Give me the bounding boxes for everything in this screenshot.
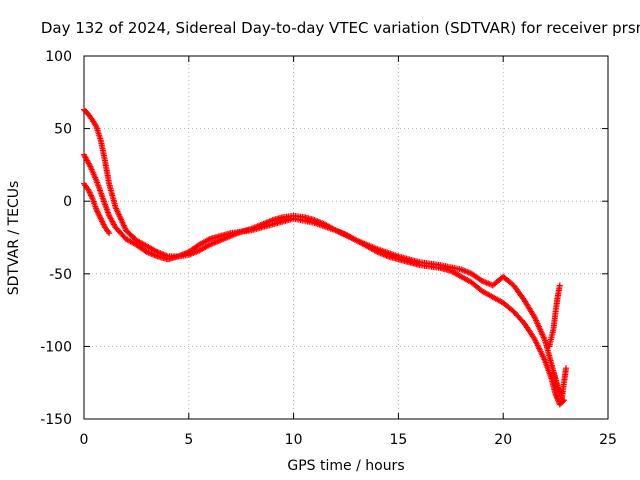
y-tick-label: -50 <box>49 267 72 283</box>
y-tick-label: -100 <box>40 339 72 355</box>
chart-title: Day 132 of 2024, Sidereal Day-to-day VTE… <box>41 19 640 37</box>
x-tick-label: 0 <box>80 432 89 448</box>
y-tick-label: 50 <box>54 122 72 138</box>
data-point <box>563 365 570 372</box>
series-track-late-spike <box>546 282 563 350</box>
axis-ticks <box>83 55 609 420</box>
x-tick-label: 10 <box>285 432 303 448</box>
series-track-end-cluster <box>550 365 570 402</box>
x-tick-label: 20 <box>494 432 512 448</box>
data-point <box>556 282 563 289</box>
data-point <box>106 230 113 237</box>
x-tick-label: 25 <box>599 432 617 448</box>
x-tick-label: 15 <box>389 432 407 448</box>
x-tick-label: 5 <box>184 432 193 448</box>
grid-lines <box>84 56 608 419</box>
y-tick-label: 0 <box>63 194 72 210</box>
data-series <box>81 106 570 408</box>
series-track-low-start <box>81 180 113 237</box>
x-axis-label: GPS time / hours <box>287 458 404 474</box>
y-axis-label: SDTVAR / TECUs <box>6 181 22 296</box>
axis-tick-labels: 0 5 10 15 20 25 -150 -100 -50 0 50 100 <box>40 49 617 448</box>
plot-frame <box>83 55 609 420</box>
y-tick-label: 100 <box>45 49 72 65</box>
y-tick-label: -150 <box>40 412 72 428</box>
